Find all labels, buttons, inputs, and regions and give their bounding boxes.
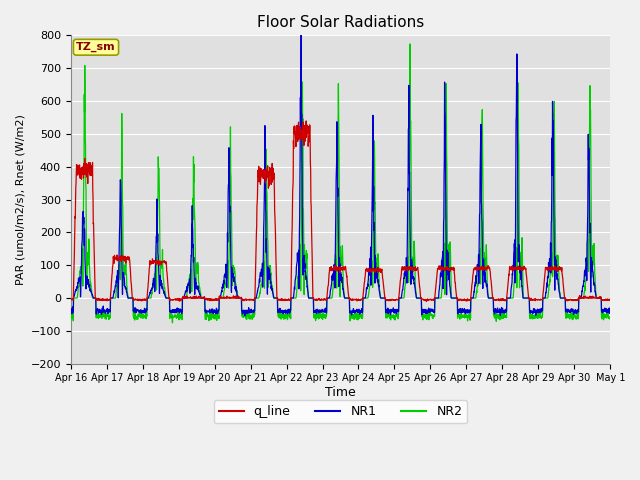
q_line — [498, 297, 506, 303]
NR1 — [298, 31, 305, 37]
q_line — [607, 297, 614, 302]
NR2 — [67, 314, 75, 320]
NR2 — [218, 295, 225, 301]
q_line — [574, 297, 582, 303]
NR2 — [356, 314, 364, 320]
NR2 — [607, 314, 614, 320]
q_line — [422, 299, 430, 304]
q_line — [218, 294, 225, 300]
NR2 — [498, 314, 506, 320]
q_line — [368, 267, 376, 273]
NR1 — [356, 310, 364, 316]
NR1 — [574, 307, 582, 312]
NR1 — [498, 305, 506, 311]
Line: NR2: NR2 — [71, 44, 611, 323]
q_line — [67, 297, 75, 303]
NR2 — [168, 320, 176, 326]
Legend: q_line, NR1, NR2: q_line, NR1, NR2 — [214, 400, 467, 423]
NR1 — [218, 290, 225, 296]
NR2 — [406, 41, 414, 47]
NR2 — [368, 268, 376, 274]
Y-axis label: PAR (umol/m2/s), Rnet (W/m2): PAR (umol/m2/s), Rnet (W/m2) — [15, 114, 25, 285]
Title: Floor Solar Radiations: Floor Solar Radiations — [257, 15, 424, 30]
NR1 — [368, 196, 376, 202]
X-axis label: Time: Time — [325, 386, 356, 399]
q_line — [356, 297, 364, 303]
NR1 — [559, 295, 567, 301]
q_line — [302, 118, 310, 124]
Line: NR1: NR1 — [71, 34, 611, 316]
NR2 — [574, 312, 582, 318]
q_line — [559, 279, 567, 285]
NR1 — [67, 308, 75, 313]
NR1 — [241, 313, 249, 319]
NR1 — [607, 310, 614, 315]
NR2 — [559, 295, 567, 301]
Line: q_line: q_line — [71, 121, 611, 301]
Text: TZ_sm: TZ_sm — [76, 42, 116, 52]
